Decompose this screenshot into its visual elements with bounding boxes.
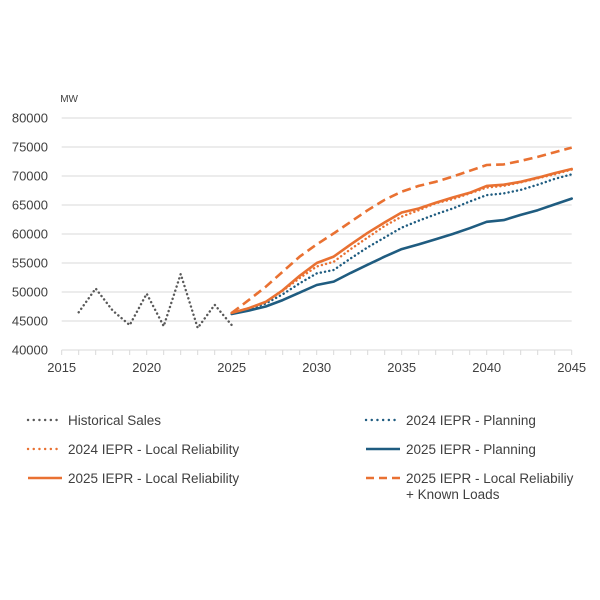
legend-label: + Known Loads	[406, 487, 500, 502]
x-tick-label: 2025	[217, 360, 246, 375]
x-tick-label: 2030	[302, 360, 331, 375]
legend-item: 2025 IEPR - Local Reliabiliy+ Known Load…	[366, 471, 574, 502]
legend: Historical Sales 2024 IEPR - Planning 2024…	[26, 413, 574, 502]
x-tick-label: 2035	[387, 360, 416, 375]
y-tick-label: 75000	[12, 140, 48, 155]
series-line-2024-iepr-planning	[230, 173, 573, 315]
series-line-2025-iepr-local-reliabiliy-known-loads	[230, 146, 573, 314]
legend-item: Historical Sales	[26, 413, 161, 428]
y-tick-label: 65000	[12, 198, 48, 213]
legend-item: 2024 IEPR - Planning	[364, 413, 536, 428]
y-axis-unit-label: MW	[60, 94, 78, 105]
legend-item: 2025 IEPR - Planning	[366, 442, 536, 457]
x-tick-label: 2020	[132, 360, 161, 375]
legend-item: 2024 IEPR - Local Reliability	[26, 442, 239, 457]
legend-label: 2024 IEPR - Planning	[406, 413, 536, 428]
y-tick-label: 45000	[12, 314, 48, 329]
gridlines	[61, 117, 572, 322]
series-group	[77, 146, 574, 330]
y-tick-label: 40000	[12, 343, 48, 358]
series-line-historical-sales	[77, 272, 233, 330]
legend-label: 2025 IEPR - Local Reliabiliy	[406, 471, 574, 486]
y-tick-label: 55000	[12, 256, 48, 271]
legend-label: Historical Sales	[68, 413, 161, 428]
x-tick-label: 2015	[47, 360, 76, 375]
legend-label: 2025 IEPR - Planning	[406, 442, 536, 457]
x-axis: 2015 2020 2025 2030 2035 2040 2045	[47, 349, 586, 375]
y-axis: MW 40000 45000 50000 55000 60000 65000 70000 75…	[12, 94, 79, 358]
x-tick-label: 2045	[557, 360, 586, 375]
series-line-2024-iepr-local-reliability	[230, 168, 573, 315]
legend-label: 2025 IEPR - Local Reliability	[68, 471, 239, 486]
y-tick-label: 70000	[12, 169, 48, 184]
legend-label: 2024 IEPR - Local Reliability	[68, 442, 239, 457]
y-tick-label: 60000	[12, 227, 48, 242]
y-tick-label: 50000	[12, 285, 48, 300]
series-line-2025-iepr-local-reliability	[230, 167, 574, 315]
x-tick-label: 2040	[472, 360, 501, 375]
series-line-2025-iepr-planning	[230, 197, 574, 316]
y-tick-label: 80000	[12, 111, 48, 126]
legend-item: 2025 IEPR - Local Reliability	[28, 471, 239, 486]
